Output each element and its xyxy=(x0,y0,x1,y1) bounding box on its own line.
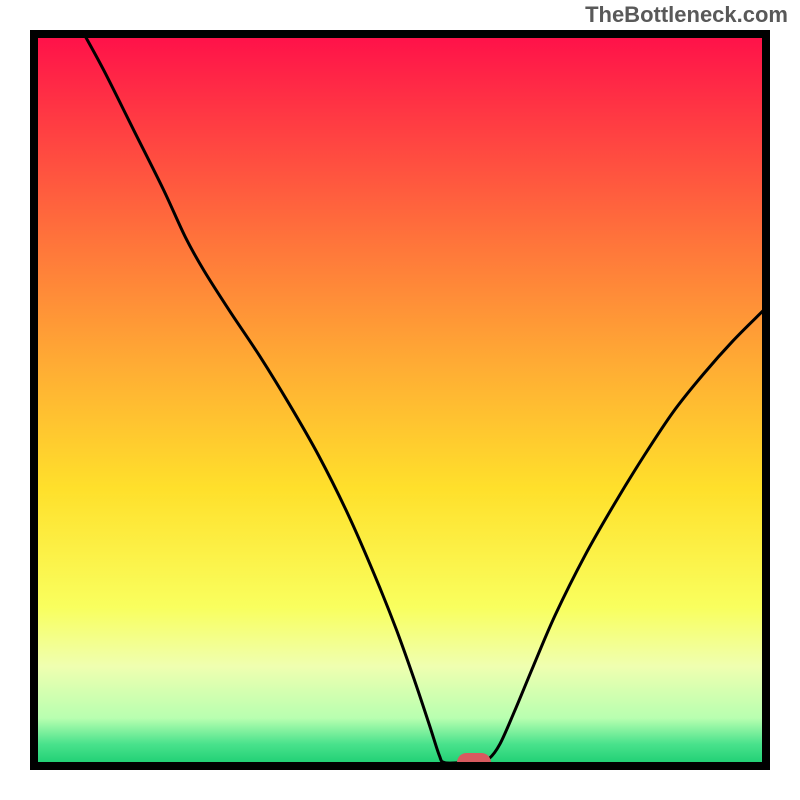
chart-svg xyxy=(0,0,800,800)
plot-background xyxy=(30,30,770,770)
attribution-label: TheBottleneck.com xyxy=(585,2,788,28)
bottleneck-chart: TheBottleneck.com xyxy=(0,0,800,800)
